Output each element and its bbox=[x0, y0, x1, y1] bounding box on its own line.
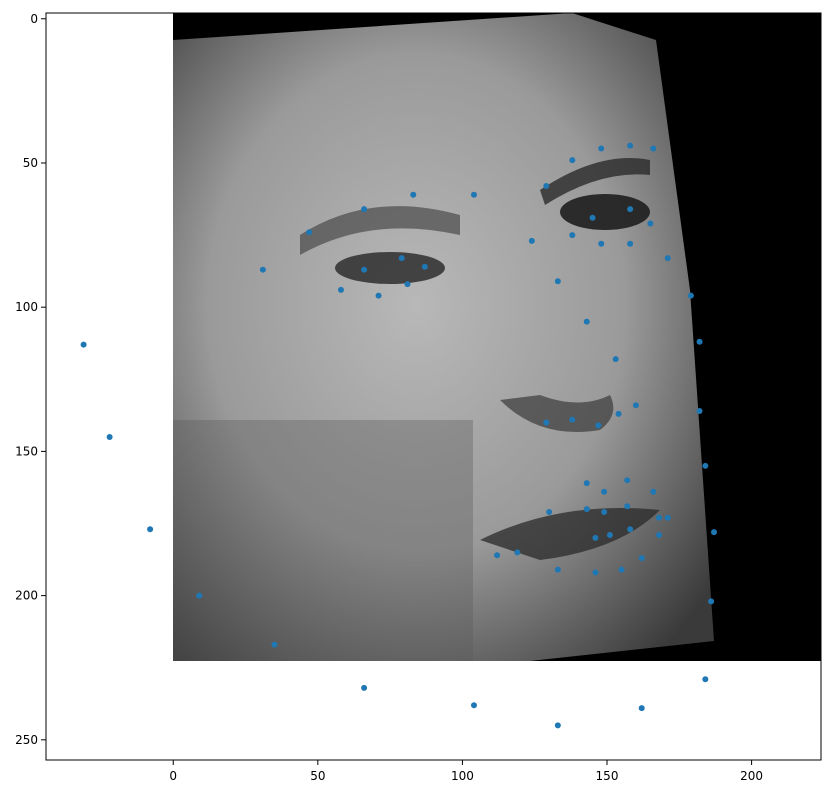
plot-area bbox=[173, 13, 821, 661]
landmark-point bbox=[601, 488, 608, 495]
landmark-point bbox=[337, 286, 344, 293]
landmark-point bbox=[656, 514, 663, 521]
x-tick-label: 150 bbox=[596, 769, 619, 783]
dark-cheek bbox=[173, 420, 473, 661]
landmark-point bbox=[543, 183, 550, 190]
landmark-point bbox=[632, 402, 639, 409]
y-tick-label: 250 bbox=[15, 733, 38, 747]
landmark-point bbox=[711, 529, 718, 536]
x-tick-label: 100 bbox=[451, 769, 474, 783]
landmark-point bbox=[404, 281, 411, 288]
landmark-point bbox=[528, 237, 535, 244]
landmark-point bbox=[696, 408, 703, 415]
landmark-point bbox=[664, 514, 671, 521]
landmark-point bbox=[598, 240, 605, 247]
landmark-point bbox=[583, 480, 590, 487]
landmark-point bbox=[656, 532, 663, 539]
landmark-point bbox=[259, 266, 266, 273]
landmark-point bbox=[627, 526, 634, 533]
landmark-point bbox=[647, 220, 654, 227]
landmark-point bbox=[470, 702, 477, 709]
landmark-point bbox=[592, 534, 599, 541]
landmark-point bbox=[546, 508, 553, 515]
landmark-point bbox=[664, 255, 671, 262]
landmark-point bbox=[638, 555, 645, 562]
nose-shade bbox=[500, 395, 614, 432]
landmark-point bbox=[618, 566, 625, 573]
landmark-point bbox=[601, 508, 608, 515]
landmark-point bbox=[569, 157, 576, 164]
landmark-point bbox=[554, 278, 561, 285]
y-tick-label: 200 bbox=[15, 589, 38, 603]
landmark-point bbox=[421, 263, 428, 270]
landmark-point bbox=[627, 206, 634, 213]
landmark-point bbox=[650, 488, 657, 495]
mouth-shade bbox=[480, 508, 660, 560]
landmark-point bbox=[708, 598, 715, 605]
right-eye-shade bbox=[560, 194, 650, 230]
landmark-point bbox=[494, 552, 501, 559]
axes-frame bbox=[45, 12, 822, 761]
landmark-point bbox=[569, 416, 576, 423]
landmark-point bbox=[306, 229, 313, 236]
landmark-point bbox=[583, 318, 590, 325]
x-tick-label: 50 bbox=[310, 769, 325, 783]
left-brow-shade bbox=[300, 206, 460, 255]
x-tick-label: 0 bbox=[169, 769, 177, 783]
landmark-point bbox=[624, 503, 631, 510]
landmark-point bbox=[410, 191, 417, 198]
y-tick-label: 50 bbox=[23, 156, 38, 170]
landmark-point bbox=[361, 206, 368, 213]
left-eye-shade bbox=[335, 252, 445, 284]
landmark-point bbox=[514, 549, 521, 556]
landmark-point bbox=[627, 240, 634, 247]
y-tick-label: 100 bbox=[15, 300, 38, 314]
landmark-point bbox=[361, 684, 368, 691]
landmark-points bbox=[80, 142, 718, 729]
landmark-point bbox=[702, 462, 709, 469]
landmark-point bbox=[624, 477, 631, 484]
landmark-point bbox=[196, 592, 203, 599]
landmark-point bbox=[595, 422, 602, 429]
landmark-point bbox=[583, 506, 590, 513]
y-tick-label: 150 bbox=[15, 444, 38, 458]
landmark-point bbox=[598, 145, 605, 152]
landmark-point bbox=[612, 356, 619, 363]
landmark-point bbox=[615, 410, 622, 417]
landmark-point bbox=[361, 266, 368, 273]
landmark-point bbox=[589, 214, 596, 221]
landmark-point bbox=[592, 569, 599, 576]
landmark-point bbox=[80, 341, 87, 348]
landmark-point bbox=[554, 722, 561, 729]
landmark-point bbox=[569, 232, 576, 239]
y-tick-label: 0 bbox=[30, 12, 38, 26]
landmark-point bbox=[147, 526, 154, 533]
x-tick-label: 200 bbox=[740, 769, 763, 783]
landmark-point bbox=[606, 532, 613, 539]
right-brow-shade bbox=[540, 158, 650, 205]
axis-ticks: 0 50 100 150 200 0 50 100 150 200 250 bbox=[15, 12, 763, 783]
landmark-point bbox=[627, 142, 634, 149]
landmark-point bbox=[687, 292, 694, 299]
landmark-point bbox=[271, 641, 278, 648]
landmark-point bbox=[650, 145, 657, 152]
landmark-point bbox=[696, 338, 703, 345]
landmark-point bbox=[638, 705, 645, 712]
landmark-point bbox=[106, 433, 113, 440]
landmark-point bbox=[554, 566, 561, 573]
landmark-point bbox=[398, 255, 405, 262]
landmark-point bbox=[702, 676, 709, 683]
landmark-point bbox=[543, 419, 550, 426]
landmark-point bbox=[470, 191, 477, 198]
landmark-point bbox=[375, 292, 382, 299]
